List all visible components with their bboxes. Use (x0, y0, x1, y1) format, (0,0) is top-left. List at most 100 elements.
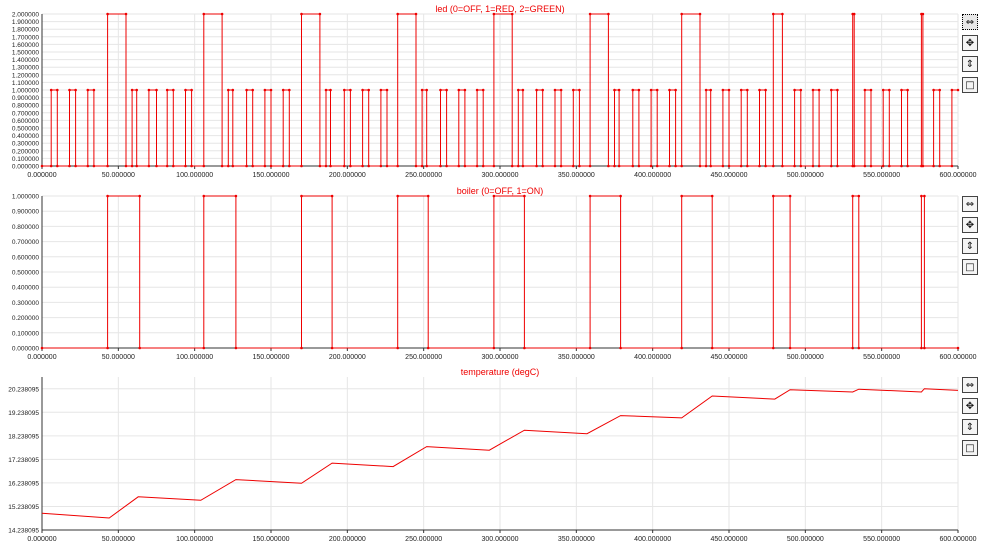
panel-toolbar-boiler: ⇔ ✥ ⇕ □ (962, 196, 980, 280)
data-point (521, 164, 525, 168)
chart-title: led (0=OFF, 1=RED, 2=GREEN) (435, 4, 564, 14)
data-point (463, 88, 467, 92)
data-point (106, 12, 109, 16)
data-point (674, 164, 677, 168)
move-icon[interactable]: ✥ (962, 398, 978, 414)
y-tick-label: 0.200000 (12, 315, 39, 322)
chart-title: temperature (degC) (461, 367, 540, 377)
data-point (698, 12, 702, 16)
y-tick-label: 16.238095 (8, 480, 39, 487)
data-point (68, 88, 71, 92)
data-point (541, 164, 544, 168)
data-point (329, 88, 332, 92)
move-icon[interactable]: ✥ (962, 217, 978, 233)
data-point (86, 164, 90, 168)
data-point (269, 164, 273, 168)
series-line-led (42, 13, 958, 167)
data-point (329, 164, 332, 168)
data-point (649, 88, 653, 92)
data-point (300, 346, 303, 350)
y-tick-label: 0.100000 (12, 156, 39, 163)
data-point (172, 88, 175, 92)
fit-horizontal-icon[interactable]: ⇔ (962, 196, 978, 212)
data-point (425, 88, 429, 92)
data-point (234, 346, 238, 350)
data-point (251, 164, 254, 168)
data-point (165, 88, 169, 92)
x-tick-label: 550.000000 (863, 172, 900, 179)
data-point (559, 88, 563, 92)
data-point (92, 88, 96, 92)
data-point (300, 164, 303, 168)
data-point (817, 164, 821, 168)
data-point (420, 164, 424, 168)
data-point (704, 88, 708, 92)
fit-horizontal-icon[interactable]: ⇔ (962, 377, 978, 393)
x-tick-label: 300.000000 (482, 354, 519, 361)
data-point (921, 164, 925, 168)
data-point (300, 12, 303, 16)
box-zoom-icon[interactable]: □ (962, 259, 978, 275)
data-point (680, 164, 683, 168)
fit-vertical-icon[interactable]: ⇕ (962, 56, 978, 72)
fit-vertical-icon[interactable]: ⇕ (962, 238, 978, 254)
data-point (869, 164, 873, 168)
data-point (668, 88, 671, 92)
data-point (668, 164, 671, 168)
data-point (881, 88, 885, 92)
data-point (324, 88, 328, 92)
y-tick-label: 0.900000 (12, 95, 39, 102)
x-tick-label: 350.000000 (558, 354, 595, 361)
y-tick-label: 0.200000 (12, 148, 39, 155)
y-tick-label: 1.500000 (12, 50, 39, 57)
data-point (680, 12, 683, 16)
data-point (746, 88, 749, 92)
data-point (631, 88, 635, 92)
fit-horizontal-icon[interactable]: ⇔ (962, 14, 978, 30)
data-point (793, 164, 796, 168)
data-point (40, 346, 44, 350)
data-point (124, 12, 128, 16)
data-point (457, 164, 461, 168)
data-point (578, 88, 581, 92)
data-point (920, 194, 923, 198)
fit-vertical-icon[interactable]: ⇕ (962, 419, 978, 435)
data-point (619, 194, 622, 198)
y-tick-label: 1.300000 (12, 65, 39, 72)
data-point (836, 88, 839, 92)
data-point (817, 88, 821, 92)
data-point (588, 164, 592, 168)
data-point (414, 164, 418, 168)
x-tick-label: 550.000000 (863, 354, 900, 361)
data-point (906, 164, 909, 168)
data-point (492, 194, 496, 198)
data-point (553, 88, 557, 92)
move-icon[interactable]: ✥ (962, 35, 978, 51)
x-tick-label: 450.000000 (711, 172, 748, 179)
x-tick-label: 500.000000 (787, 536, 824, 543)
x-tick-label: 50.000000 (102, 172, 135, 179)
data-point (49, 164, 53, 168)
y-tick-label: 0.500000 (12, 270, 39, 277)
data-point (588, 346, 592, 350)
y-tick-label: 1.200000 (12, 72, 39, 79)
data-point (396, 346, 400, 350)
box-zoom-icon[interactable]: □ (962, 77, 978, 93)
box-zoom-icon[interactable]: □ (962, 440, 978, 456)
x-tick-label: 0.000000 (27, 536, 56, 543)
y-tick-label: 0.400000 (12, 285, 39, 292)
data-point (772, 346, 775, 350)
data-point (439, 164, 442, 168)
data-point (343, 88, 346, 92)
x-tick-label: 400.000000 (634, 172, 671, 179)
y-tick-label: 0.700000 (12, 239, 39, 246)
data-point (202, 12, 206, 16)
data-point (811, 88, 815, 92)
y-tick-label: 0.100000 (12, 330, 39, 337)
x-tick-label: 0.000000 (27, 354, 56, 361)
data-point (138, 194, 141, 198)
data-point (74, 88, 77, 92)
data-point (758, 88, 761, 92)
data-point (396, 12, 400, 16)
data-point (379, 88, 383, 92)
